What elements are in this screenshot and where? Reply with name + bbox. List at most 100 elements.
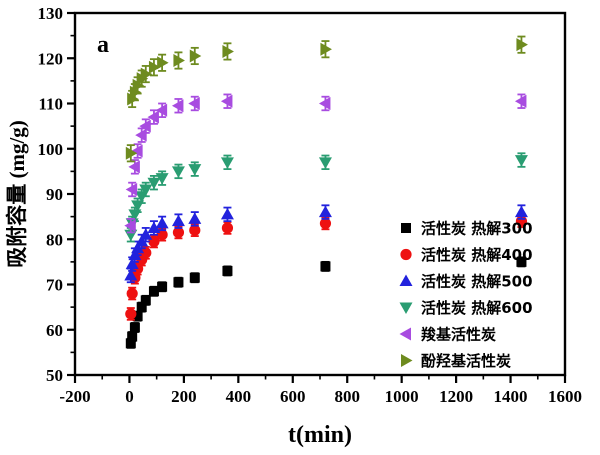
y-tick-label: 90: [46, 185, 63, 204]
data-point-marker: [220, 157, 234, 169]
data-point-marker: [188, 164, 202, 176]
x-tick-label: 400: [226, 387, 252, 406]
data-point-marker: [131, 241, 145, 254]
data-point-marker: [171, 99, 184, 113]
data-point-marker: [514, 94, 527, 108]
y-tick-label: 70: [46, 276, 63, 295]
plot-border: [73, 11, 567, 377]
legend-item-label: 酚羟基活性炭: [421, 352, 511, 370]
series-square: [125, 256, 527, 349]
data-point-marker: [320, 261, 331, 272]
y-tick-label: 60: [46, 321, 63, 340]
data-point-marker: [222, 44, 234, 58]
y-tick-label: 50: [46, 366, 63, 385]
data-point-marker: [319, 217, 332, 230]
data-point-marker: [514, 205, 528, 218]
data-point-marker: [318, 205, 332, 218]
data-point-marker: [125, 308, 137, 320]
data-point-marker: [124, 268, 138, 281]
data-point-marker: [155, 173, 169, 185]
series-circle: [125, 214, 528, 321]
data-point-marker: [516, 38, 528, 52]
triangle-right-icon: [401, 354, 413, 367]
data-point-marker: [125, 146, 138, 160]
x-tick-label: 600: [280, 387, 306, 406]
legend-item: 活性炭 热解400: [400, 246, 533, 264]
x-tick-label: 1000: [385, 387, 419, 406]
y-tick-label: 100: [38, 140, 64, 159]
data-point-marker: [140, 67, 153, 81]
legend-group: 活性炭 热解300 活性炭 热解400 活性炭 热解500 活性炭 热解600 羧基活性…: [399, 220, 533, 370]
legend-item-label: 活性炭 热解300: [421, 220, 533, 238]
data-point-marker: [222, 265, 233, 276]
legend-item-label: 活性炭 热解600: [421, 299, 533, 317]
legend-item: 酚羟基活性炭: [401, 352, 511, 370]
data-point-marker: [220, 94, 233, 108]
legend-item-label: 羧基活性炭: [421, 326, 496, 344]
data-point-marker: [188, 212, 202, 224]
x-axis-title: t(min): [288, 422, 352, 448]
x-tick-label: 800: [334, 387, 360, 406]
square-icon: [401, 223, 411, 233]
legend-item: 活性炭 热解300: [401, 220, 533, 238]
data-point-marker: [172, 226, 185, 239]
legend-item: 活性炭 热解500: [399, 273, 533, 291]
data-point-marker: [173, 54, 185, 68]
data-point-marker: [157, 281, 168, 292]
data-point-marker: [136, 302, 147, 313]
axis-ticks-group: -200 0 200 400 600 800 1000 1200 1400 1600 50 60 70 8…: [38, 4, 583, 406]
data-point-marker: [189, 272, 200, 283]
data-point-marker: [139, 119, 151, 133]
data-point-marker: [125, 257, 139, 270]
legend-item-label: 活性炭 热解500: [421, 273, 533, 291]
data-point-marker: [318, 97, 331, 110]
plot-border-group: [73, 11, 567, 377]
data-point-marker: [125, 338, 136, 349]
x-tick-label: 1200: [439, 387, 473, 406]
series-triangle-up: [124, 204, 528, 284]
data-point-marker: [318, 157, 332, 169]
data-point-marker: [140, 295, 151, 306]
data-point-marker: [128, 160, 140, 174]
data-point-marker: [126, 287, 138, 300]
data-point-marker: [155, 216, 169, 229]
data-point-marker: [132, 311, 143, 322]
x-tick-label: 200: [171, 387, 197, 406]
data-point-marker: [189, 49, 202, 63]
panel-label: a: [97, 32, 109, 58]
data-point-marker: [140, 247, 152, 259]
data-point-marker: [221, 222, 234, 234]
data-point-marker: [148, 286, 159, 297]
triangle-down-icon: [399, 302, 413, 314]
y-axis-title: 吸附容量 (mg/g): [5, 120, 29, 268]
y-tick-label: 80: [46, 230, 63, 249]
data-point-marker: [139, 184, 153, 196]
data-point-marker: [148, 60, 161, 74]
data-point-marker: [157, 56, 169, 70]
data-point-marker: [514, 155, 528, 167]
data-point-marker: [320, 42, 332, 56]
x-tick-label: 1400: [494, 387, 528, 406]
data-point-marker: [171, 214, 185, 227]
data-point-marker: [125, 182, 138, 196]
triangle-up-icon: [399, 274, 413, 286]
x-tick-label: -200: [59, 387, 90, 406]
legend-item-label: 活性炭 热解400: [421, 246, 533, 264]
data-point-marker: [189, 224, 201, 236]
y-tick-label: 110: [38, 95, 63, 114]
x-tick-label: 1600: [548, 387, 582, 406]
data-point-marker: [127, 331, 138, 342]
data-point-marker: [147, 110, 159, 124]
data-series-group: [124, 35, 528, 349]
data-point-marker: [124, 219, 136, 233]
data-point-marker: [516, 256, 527, 267]
data-point-marker: [155, 103, 168, 117]
data-point-marker: [220, 207, 234, 220]
legend-item: 羧基活性炭: [399, 326, 496, 344]
data-point-marker: [171, 166, 185, 178]
data-point-marker: [135, 235, 149, 247]
series-triangle-right: [125, 35, 528, 163]
data-point-marker: [173, 277, 184, 288]
